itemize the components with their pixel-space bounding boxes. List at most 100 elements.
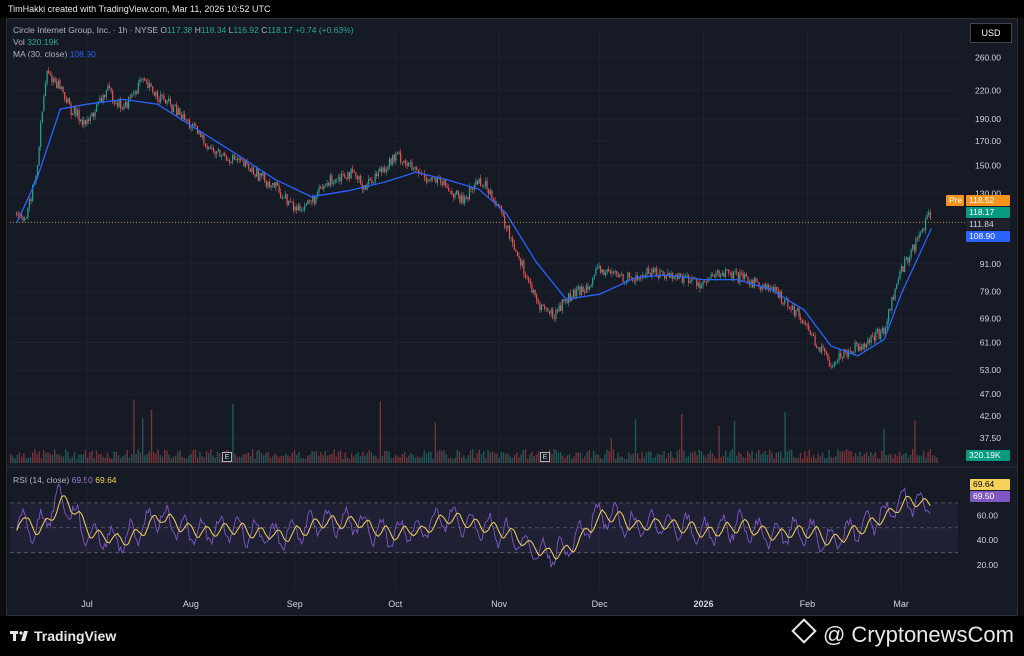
earnings-marker[interactable]: E: [222, 452, 232, 462]
candle-body: [875, 332, 877, 341]
candle-body: [145, 80, 147, 82]
volume-bar: [16, 454, 18, 463]
candle-body: [924, 219, 927, 231]
candle-body: [32, 185, 34, 201]
candle-body: [617, 274, 619, 278]
candle-body: [388, 158, 391, 167]
earnings-marker[interactable]: E: [540, 452, 550, 462]
candle-body: [608, 269, 610, 271]
candle-body: [374, 174, 376, 183]
candle-body: [512, 237, 514, 244]
volume-bar: [557, 452, 560, 463]
volume-bar: [643, 457, 645, 463]
candle-body: [110, 87, 112, 92]
candle-body: [902, 266, 904, 273]
volume-bar: [590, 457, 593, 463]
volume-bar: [300, 457, 302, 463]
candle-body: [81, 119, 83, 126]
volume-bar: [797, 457, 799, 463]
candle-body: [280, 192, 282, 199]
volume-bar: [232, 403, 234, 463]
candle-body: [873, 336, 875, 341]
candle-body: [795, 310, 797, 316]
volume-bar: [854, 453, 857, 463]
candle-body: [312, 195, 314, 202]
candle-body: [476, 180, 479, 184]
candle-body: [368, 178, 370, 185]
volume-bar: [124, 454, 126, 463]
candle-body: [174, 104, 176, 107]
volume-bar: [654, 456, 656, 463]
volume-bar: [379, 401, 381, 463]
volume-bar: [401, 454, 403, 463]
candle-body: [256, 168, 258, 177]
candle-body: [683, 276, 685, 283]
volume-bar: [463, 455, 465, 463]
candle-body: [536, 295, 538, 302]
volume-bar: [628, 452, 630, 463]
volume-bar: [212, 455, 214, 463]
candle-body: [544, 305, 546, 309]
candle-body: [662, 271, 664, 276]
candle-body: [659, 270, 661, 279]
price-tick-label: 61.00: [980, 338, 1002, 348]
candle-body: [638, 278, 640, 280]
candle-body: [699, 282, 701, 289]
candle-body: [705, 281, 707, 283]
candle-body: [761, 286, 763, 290]
currency-button[interactable]: USD: [970, 23, 1012, 43]
candle-body: [542, 304, 544, 306]
volume-bar: [507, 453, 509, 463]
candle-body: [715, 272, 717, 277]
candle-body: [652, 268, 655, 273]
volume-bar: [128, 457, 131, 463]
volume-bar: [582, 458, 584, 463]
candle-body: [136, 91, 138, 94]
chart-frame[interactable]: Circle Internet Group, Inc. · 1h · NYSE …: [6, 18, 1018, 616]
candle-body: [401, 162, 403, 163]
volume-bar: [555, 449, 557, 463]
candle-body: [633, 280, 635, 282]
volume-bar: [377, 458, 379, 463]
tradingview-logo[interactable]: TradingView: [10, 628, 116, 644]
volume-bar: [186, 458, 188, 463]
volume-bar: [375, 455, 377, 463]
volume-bar: [71, 456, 73, 463]
volume-bar: [476, 453, 478, 463]
price-tick-label: 220.00: [975, 85, 1001, 95]
volume-bar: [192, 450, 194, 463]
candle-body: [904, 258, 906, 273]
candle-body: [643, 275, 645, 276]
volume-bar: [381, 455, 384, 463]
candle-body: [491, 190, 493, 199]
candle-body: [472, 188, 474, 190]
volume-bar: [412, 454, 414, 463]
volume-bar: [696, 455, 698, 463]
candle-body: [508, 225, 511, 239]
candle-body: [222, 153, 224, 156]
volume-bar: [58, 454, 60, 463]
candle-body: [232, 155, 234, 163]
volume-bar: [419, 457, 421, 463]
volume-bar: [848, 450, 850, 463]
volume-bar: [843, 451, 846, 463]
volume-bar: [274, 453, 276, 463]
volume-bar: [258, 449, 260, 463]
candle-body: [798, 308, 800, 318]
volume-bar: [155, 453, 157, 463]
candle-body: [344, 174, 346, 178]
volume-bar: [302, 458, 304, 463]
rsi-ma-value: 69.64: [95, 475, 117, 485]
candle-body: [856, 342, 858, 344]
candle-body: [416, 167, 418, 170]
volume-bar: [137, 449, 139, 463]
volume-bar: [307, 455, 309, 463]
volume-bar: [45, 452, 47, 463]
volume-bar: [502, 452, 505, 463]
volume-bar: [661, 454, 663, 463]
candle-body: [144, 78, 146, 81]
candle-body: [353, 172, 355, 174]
volume-bar: [366, 453, 368, 463]
volume-bar: [153, 452, 155, 463]
